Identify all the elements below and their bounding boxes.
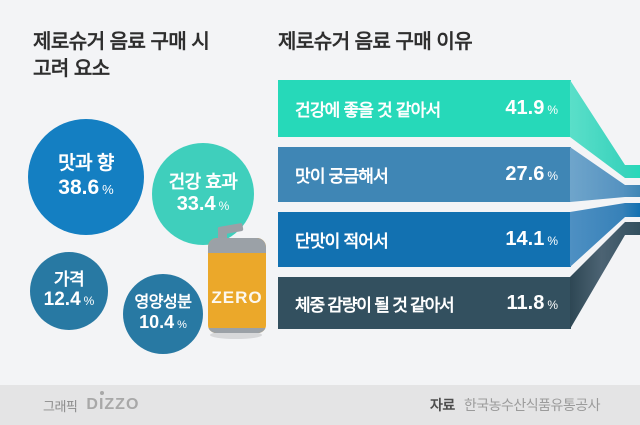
funnel-tail-2 [570, 147, 640, 202]
percent-sign: % [218, 199, 230, 214]
percent-sign: % [547, 103, 558, 117]
can-pull-tab-icon [218, 228, 227, 241]
footer-source: 자료 한국농수산식품유통공사 [430, 385, 600, 425]
percent-sign: % [547, 234, 558, 248]
bar-label: 단맛이 적어서 [295, 232, 389, 251]
bubble-label: 가격 [53, 269, 85, 289]
bar-row-less-sweet: 단맛이 적어서 14.1% [278, 212, 571, 267]
dizzo-logo-dot [100, 391, 105, 395]
percent-sign: % [83, 294, 95, 309]
percent-sign: % [102, 182, 114, 198]
bubble-value: 12.4% [44, 289, 95, 312]
dizzo-logo: DIZZO [86, 391, 140, 414]
funnel-tail-3 [570, 203, 640, 267]
percent-sign: % [547, 169, 558, 183]
bubble-value-number: 38.6 [58, 176, 100, 200]
bar-value: 14.1% [505, 228, 558, 251]
left-section-title: 제로슈거 음료 구매 시 고려 요소 [33, 31, 210, 80]
credit-label: 그래픽 [43, 398, 78, 414]
percent-sign: % [177, 319, 187, 332]
bubble-value-number: 33.4 [176, 193, 216, 216]
right-section-title: 제로슈거 음료 구매 이유 [278, 31, 473, 53]
bubble-taste-flavor: 맛과 향 38.6% [28, 119, 144, 235]
can-lid [208, 238, 266, 253]
bar-value: 27.6% [505, 163, 558, 186]
bubble-label: 맛과 향 [58, 153, 114, 175]
bubble-value: 10.4% [139, 312, 187, 334]
can-body: ZERO [208, 238, 266, 333]
funnel-tail-1 [570, 80, 640, 178]
can-shadow [210, 331, 262, 339]
funnel-tail-4 [570, 222, 640, 329]
source-label: 자료 [430, 397, 455, 413]
can-base [208, 328, 266, 333]
soda-can-illustration: ZERO [206, 222, 266, 344]
dizzo-logo-text: DIZZO [86, 396, 140, 413]
footer-bar: 그래픽 DIZZO 자료 한국농수산식품유통공사 [0, 385, 640, 425]
bubble-price: 가격 12.4% [30, 252, 108, 330]
can-zero-label: ZERO [211, 288, 263, 307]
bar-label: 건강에 좋을 것 같아서 [295, 101, 441, 120]
bubble-value: 33.4% [177, 192, 230, 216]
bar-label: 맛이 궁금해서 [295, 167, 389, 186]
bar-row-health: 건강에 좋을 것 같아서 41.9% [278, 80, 571, 137]
bubble-label: 건강 효과 [168, 171, 238, 192]
percent-sign: % [547, 297, 558, 312]
bar-value: 41.9% [505, 97, 558, 120]
footer-credit: 그래픽 DIZZO [43, 385, 139, 425]
funnel-arrow-graphic [570, 80, 640, 329]
bar-value-number: 14.1 [505, 228, 545, 250]
bar-value-number: 41.9 [505, 97, 545, 119]
bar-row-weight-loss: 체중 감량이 될 것 같아서 11.8% [278, 277, 571, 329]
bar-row-curious-taste: 맛이 궁금해서 27.6% [278, 147, 571, 202]
bar-value-number: 11.8 [506, 291, 545, 314]
bar-label: 체중 감량이 될 것 같아서 [295, 295, 455, 315]
bubble-value-number: 10.4 [139, 312, 175, 333]
source-value: 한국농수산식품유통공사 [463, 397, 601, 413]
bubble-label: 영양성분 [134, 294, 192, 311]
bubble-health-effect: 건강 효과 33.4% [152, 143, 254, 245]
bubble-value: 38.6% [58, 175, 113, 200]
bubble-value-number: 12.4 [43, 289, 81, 311]
bar-value-number: 27.6 [505, 163, 545, 185]
bar-value: 11.8% [507, 292, 559, 315]
bubble-nutrition: 영양성분 10.4% [123, 274, 203, 354]
